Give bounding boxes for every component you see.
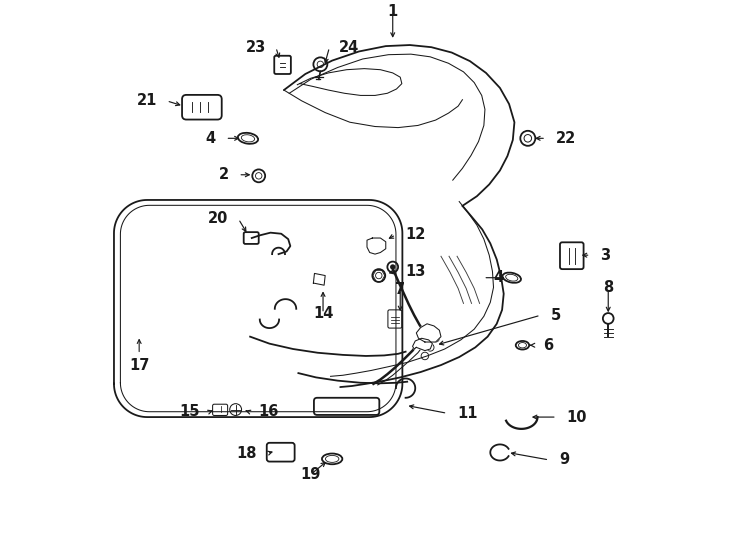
Circle shape — [372, 269, 385, 282]
Text: 4: 4 — [493, 270, 503, 285]
Circle shape — [230, 404, 241, 415]
Ellipse shape — [238, 133, 258, 144]
Text: 3: 3 — [600, 248, 611, 262]
Ellipse shape — [516, 341, 529, 349]
Circle shape — [603, 313, 614, 324]
Ellipse shape — [503, 273, 521, 283]
Text: 13: 13 — [406, 264, 426, 279]
Text: 16: 16 — [258, 404, 279, 419]
Text: 19: 19 — [300, 467, 321, 482]
FancyBboxPatch shape — [388, 310, 401, 328]
Text: 8: 8 — [603, 280, 614, 295]
Circle shape — [376, 272, 382, 279]
Text: 17: 17 — [129, 358, 149, 373]
FancyBboxPatch shape — [244, 232, 258, 244]
Ellipse shape — [506, 274, 517, 281]
Text: 23: 23 — [246, 39, 266, 55]
Text: 7: 7 — [395, 282, 405, 297]
Text: 22: 22 — [556, 131, 576, 146]
Text: 1: 1 — [388, 4, 398, 19]
Text: 18: 18 — [236, 446, 257, 461]
Text: 2: 2 — [219, 167, 229, 183]
Circle shape — [252, 170, 265, 183]
Text: 4: 4 — [206, 131, 216, 146]
Circle shape — [524, 134, 531, 142]
Text: 6: 6 — [543, 338, 553, 353]
FancyBboxPatch shape — [266, 443, 294, 462]
FancyBboxPatch shape — [560, 242, 584, 269]
Circle shape — [390, 264, 396, 269]
Polygon shape — [313, 273, 325, 285]
Text: 24: 24 — [339, 39, 360, 55]
Ellipse shape — [322, 454, 342, 464]
Text: 11: 11 — [457, 406, 478, 421]
Ellipse shape — [241, 135, 255, 142]
Circle shape — [313, 57, 327, 71]
Polygon shape — [416, 324, 441, 342]
Circle shape — [255, 173, 262, 179]
Text: 5: 5 — [550, 308, 561, 323]
FancyBboxPatch shape — [182, 95, 222, 119]
Text: 15: 15 — [179, 404, 200, 419]
Circle shape — [520, 131, 535, 146]
Circle shape — [369, 242, 376, 249]
Text: 10: 10 — [567, 409, 587, 424]
Circle shape — [317, 61, 324, 68]
Text: 21: 21 — [137, 93, 157, 109]
Text: 9: 9 — [559, 453, 569, 468]
Ellipse shape — [518, 342, 526, 348]
Text: 14: 14 — [313, 306, 333, 321]
FancyBboxPatch shape — [275, 56, 291, 74]
FancyBboxPatch shape — [314, 398, 379, 415]
Text: 20: 20 — [208, 211, 229, 226]
Polygon shape — [413, 338, 432, 350]
FancyBboxPatch shape — [213, 404, 228, 415]
Ellipse shape — [325, 455, 339, 462]
Text: 12: 12 — [406, 227, 426, 242]
Polygon shape — [367, 238, 386, 254]
Circle shape — [388, 261, 398, 272]
